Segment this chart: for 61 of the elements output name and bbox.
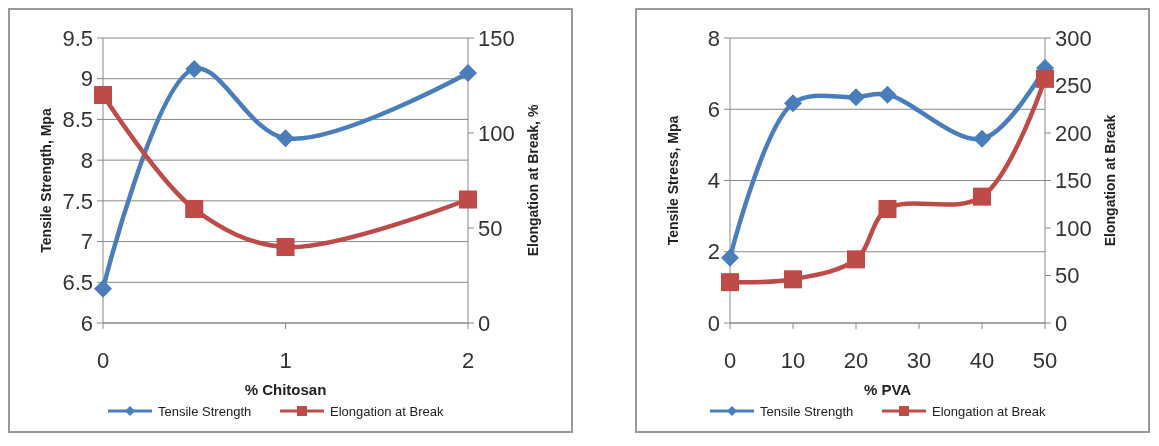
point	[94, 86, 112, 104]
x-tick-label: 2	[461, 348, 475, 373]
legend-label: Elongation at Break	[330, 403, 444, 419]
point	[185, 200, 204, 218]
y2-tick-label: 100	[478, 120, 515, 146]
y-tick-label: 4	[707, 168, 720, 194]
y2-tick-label: 300	[1055, 25, 1092, 51]
y2-tick-label: 150	[1055, 168, 1092, 194]
legend-label: Tensile Strength	[760, 403, 854, 419]
point	[847, 250, 865, 269]
y2-tick-label: 250	[1055, 73, 1092, 99]
y-axis-title: Tensile Stress, Mpa	[665, 115, 681, 246]
y-tick-label: 9	[80, 66, 93, 92]
point	[784, 270, 802, 289]
x-tick-label: 10	[780, 348, 806, 373]
point	[784, 94, 802, 113]
y2-axis-title: Elongation at Break	[1102, 114, 1118, 247]
point	[878, 85, 897, 104]
x-tick-label: 1	[279, 348, 292, 373]
legend-label: Elongation at Break	[932, 403, 1046, 419]
y2-tick-label: 50	[1055, 263, 1080, 289]
point	[721, 273, 739, 292]
point	[1036, 69, 1054, 88]
point	[459, 190, 477, 209]
point	[94, 279, 112, 298]
x-tick-label: 50	[1032, 348, 1058, 373]
y2-tick-label: 50	[478, 215, 503, 241]
point	[878, 200, 897, 218]
y2-tick-label: 100	[1055, 215, 1092, 241]
point	[847, 88, 865, 107]
y-tick-label: 0	[707, 310, 720, 336]
point	[459, 64, 477, 83]
point	[276, 129, 295, 148]
y-axis-title: Tensile Strength, Mpa	[38, 108, 54, 253]
y2-tick-label: 0	[1055, 310, 1068, 336]
y2-axis-title: Elongation at Break, %	[525, 104, 541, 257]
x-tick-label: 40	[969, 348, 995, 373]
x-tick-label: 20	[843, 348, 869, 373]
y2-tick-label: 150	[478, 25, 515, 51]
y-tick-label: 8	[80, 147, 93, 173]
y-tick-label: 7.5	[62, 188, 93, 214]
x-axis-title: % PVA	[863, 381, 912, 398]
y-tick-label: 8.5	[62, 107, 93, 133]
x-tick-label: 0	[96, 348, 110, 373]
y-tick-label: 6	[707, 96, 720, 122]
point	[973, 187, 991, 206]
y-tick-label: 7	[80, 229, 93, 255]
legend-label: Tensile Strength	[158, 403, 252, 419]
y-tick-label: 6.5	[62, 269, 93, 295]
point	[276, 238, 295, 256]
y2-tick-label: 200	[1055, 120, 1092, 146]
point	[721, 248, 739, 267]
y-tick-label: 9.5	[62, 25, 93, 51]
x-axis-title: % Chitosan	[244, 381, 327, 398]
y-tick-label: 8	[707, 25, 720, 51]
point	[973, 129, 991, 148]
x-tick-label: 0	[723, 348, 737, 373]
y2-tick-label: 0	[478, 310, 491, 336]
y-tick-label: 6	[80, 310, 93, 336]
x-tick-label: 30	[906, 348, 932, 373]
y-tick-label: 2	[707, 239, 720, 265]
